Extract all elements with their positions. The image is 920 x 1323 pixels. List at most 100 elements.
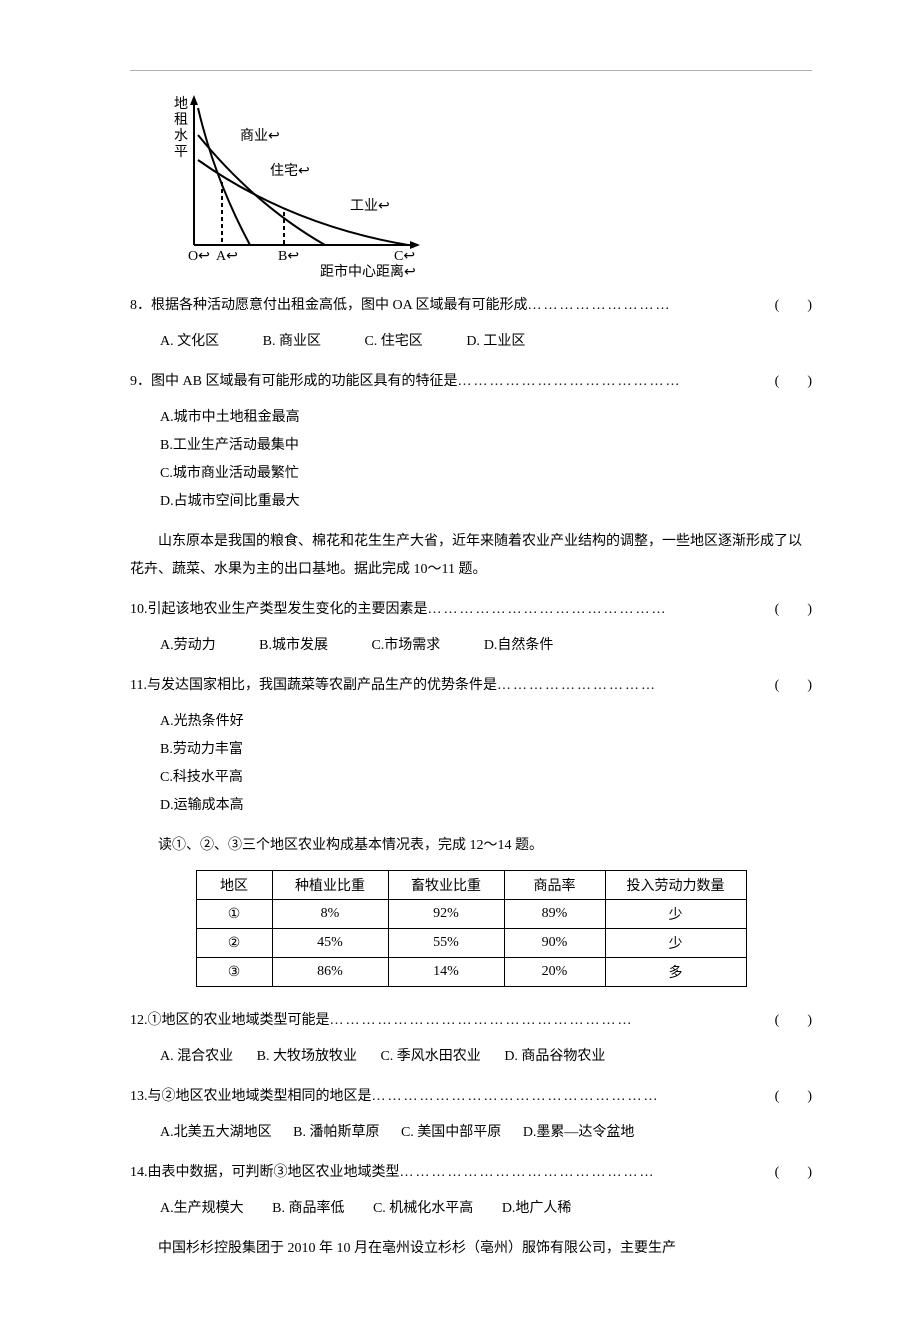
q8-paren: ( ): [775, 292, 812, 320]
passage-shandong: 山东原本是我国的粮食、棉花和花生生产大省，近年来随着农业产业结构的调整，一些地区…: [130, 528, 812, 584]
q9-option-b: B.工业生产活动最集中: [160, 432, 453, 460]
q9-option-a: A.城市中土地租金最高: [160, 404, 453, 432]
q14-option-c: C. 机械化水平高: [373, 1195, 473, 1223]
q8-option-a: A. 文化区: [160, 328, 219, 356]
q12-option-d: D. 商品谷物农业: [504, 1043, 605, 1071]
y-axis-char-0: 地: [174, 96, 188, 112]
dots: …………………………………………: [400, 1159, 775, 1187]
td: ③: [196, 958, 272, 987]
th-1: 种植业比重: [272, 871, 388, 900]
passage-table: 读①、②、③三个地区农业构成基本情况表，完成 12～14 题。: [130, 832, 812, 860]
table-row: ② 45% 55% 90% 少: [196, 929, 746, 958]
q8-options: A. 文化区 B. 商业区 C. 住宅区 D. 工业区: [160, 328, 812, 356]
q13: 13.与②地区农业地域类型相同的地区是 ……………………………………………… (…: [130, 1083, 812, 1147]
q12-options: A. 混合农业 B. 大牧场放牧业 C. 季风水田农业 D. 商品谷物农业: [160, 1043, 812, 1071]
q10-options: A.劳动力 B.城市发展 C.市场需求 D.自然条件: [160, 632, 812, 660]
q12-option-b: B. 大牧场放牧业: [257, 1043, 357, 1071]
td: ②: [196, 929, 272, 958]
q8-stem: 8．根据各种活动愿意付出租金高低，图中 OA 区域最有可能形成: [130, 292, 527, 320]
q13-stem: 13.与②地区农业地域类型相同的地区是: [130, 1083, 372, 1111]
q11-option-b: B.劳动力丰富: [160, 736, 453, 764]
q10-option-b: B.城市发展: [259, 632, 328, 660]
q10-option-a: A.劳动力: [160, 632, 216, 660]
q11-paren: ( ): [775, 672, 812, 700]
q12-option-c: C. 季风水田农业: [380, 1043, 480, 1071]
q14-option-a: A.生产规模大: [160, 1195, 244, 1223]
td: 少: [605, 929, 746, 958]
th-4: 投入劳动力数量: [605, 871, 746, 900]
q9-stem: 9．图中 AB 区域最有可能形成的功能区具有的特征是: [130, 368, 457, 396]
y-axis-char-3: 平: [174, 145, 188, 160]
q11: 11.与发达国家相比，我国蔬菜等农副产品生产的优势条件是 ………………………… …: [130, 672, 812, 820]
passage-shanshan: 中国杉杉控股集团于 2010 年 10 月在亳州设立杉杉（亳州）服饰有限公司，主…: [130, 1235, 812, 1263]
td: 86%: [272, 958, 388, 987]
x-tick-O: O↩: [188, 249, 210, 264]
q9-paren: ( ): [775, 368, 812, 396]
x-tick-C: C↩: [394, 249, 415, 264]
q12-option-a: A. 混合农业: [160, 1043, 233, 1071]
q8-option-d: D. 工业区: [466, 328, 525, 356]
q14: 14.由表中数据，可判断③地区农业地域类型 ………………………………………… (…: [130, 1159, 812, 1223]
td: 90%: [504, 929, 605, 958]
q13-option-a: A.北美五大湖地区: [160, 1119, 272, 1147]
q13-option-b: B. 潘帕斯草原: [293, 1119, 379, 1147]
y-axis-char-1: 租: [174, 112, 188, 128]
q11-option-a: A.光热条件好: [160, 708, 453, 736]
curve-label-residential: 住宅↩: [270, 163, 310, 179]
td: 14%: [388, 958, 504, 987]
q11-options: A.光热条件好 B.劳动力丰富 C.科技水平高 D.运输成本高: [160, 708, 812, 820]
x-axis-label: 距市中心距离↩: [320, 263, 416, 280]
dots: ……………………………………: [457, 368, 774, 396]
q11-option-c: C.科技水平高: [160, 764, 453, 792]
q9-options: A.城市中土地租金最高 B.工业生产活动最集中 C.城市商业活动最繁忙 D.占城…: [160, 404, 812, 516]
q10: 10.引起该地农业生产类型发生变化的主要因素是 ……………………………………… …: [130, 596, 812, 660]
x-tick-A: A↩: [216, 249, 238, 264]
bid-rent-chart: 地 租 水 平 商业↩ 住宅↩ 工业↩ O↩ A↩ B↩ C↩ 距市中心距离↩: [160, 90, 812, 280]
agri-table: 地区 种植业比重 畜牧业比重 商品率 投入劳动力数量 ① 8% 92% 89% …: [196, 870, 747, 987]
q12-paren: ( ): [775, 1007, 812, 1035]
dots: …………………………………………………: [330, 1007, 775, 1035]
q14-options: A.生产规模大 B. 商品率低 C. 机械化水平高 D.地广人稀: [160, 1195, 812, 1223]
q13-option-c: C. 美国中部平原: [401, 1119, 501, 1147]
q14-stem: 14.由表中数据，可判断③地区农业地域类型: [130, 1159, 400, 1187]
td: 少: [605, 900, 746, 929]
q10-stem: 10.引起该地农业生产类型发生变化的主要因素是: [130, 596, 428, 624]
q8-option-b: B. 商业区: [263, 328, 321, 356]
q8-option-c: C. 住宅区: [364, 328, 422, 356]
q13-paren: ( ): [775, 1083, 812, 1111]
q11-option-d: D.运输成本高: [160, 792, 453, 820]
q12: 12.①地区的农业地域类型可能是 ………………………………………………… ( )…: [130, 1007, 812, 1071]
q10-option-c: C.市场需求: [371, 632, 440, 660]
th-3: 商品率: [504, 871, 605, 900]
q14-option-b: B. 商品率低: [272, 1195, 344, 1223]
td: 20%: [504, 958, 605, 987]
q13-options: A.北美五大湖地区 B. 潘帕斯草原 C. 美国中部平原 D.墨累—达令盆地: [160, 1119, 812, 1147]
td: 92%: [388, 900, 504, 929]
curve-label-commerce: 商业↩: [240, 128, 280, 144]
td: 89%: [504, 900, 605, 929]
q14-option-d: D.地广人稀: [502, 1195, 572, 1223]
td: 8%: [272, 900, 388, 929]
y-axis-char-2: 水: [174, 128, 188, 144]
q12-stem: 12.①地区的农业地域类型可能是: [130, 1007, 330, 1035]
x-tick-B: B↩: [278, 249, 299, 264]
q9-option-c: C.城市商业活动最繁忙: [160, 460, 453, 488]
dots: ………………………: [527, 292, 774, 320]
dots: ………………………………………: [428, 596, 775, 624]
table-row: ③ 86% 14% 20% 多: [196, 958, 746, 987]
page-top-rule: [130, 70, 812, 71]
q13-option-d: D.墨累—达令盆地: [523, 1119, 635, 1147]
td: 55%: [388, 929, 504, 958]
q10-paren: ( ): [775, 596, 812, 624]
q9-option-d: D.占城市空间比重最大: [160, 488, 453, 516]
q8: 8．根据各种活动愿意付出租金高低，图中 OA 区域最有可能形成 ………………………: [130, 292, 812, 356]
table-row: ① 8% 92% 89% 少: [196, 900, 746, 929]
table-header-row: 地区 种植业比重 畜牧业比重 商品率 投入劳动力数量: [196, 871, 746, 900]
dots: …………………………: [497, 672, 775, 700]
th-0: 地区: [196, 871, 272, 900]
q10-option-d: D.自然条件: [484, 632, 554, 660]
dots: ………………………………………………: [372, 1083, 775, 1111]
td: 多: [605, 958, 746, 987]
th-2: 畜牧业比重: [388, 871, 504, 900]
curve-label-industry: 工业↩: [350, 198, 390, 214]
